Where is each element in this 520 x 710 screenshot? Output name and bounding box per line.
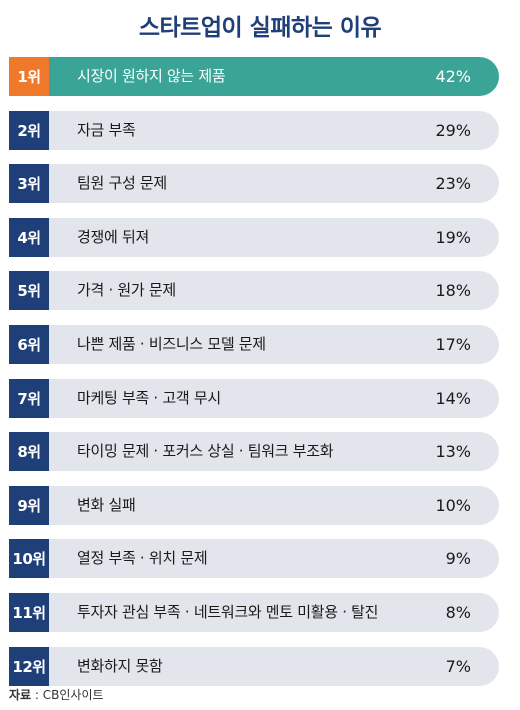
rank-badge: 4위: [9, 217, 49, 257]
value-label: 8%: [445, 603, 471, 622]
ranking-row: 8위 타이밍 문제 · 포커스 상실 · 팀워크 부조화 13%: [9, 432, 499, 472]
bar: [49, 164, 499, 204]
ranking-row: 2위 자금 부족 29%: [9, 110, 499, 150]
value-label: 14%: [435, 388, 471, 408]
bar: [49, 432, 499, 472]
rank-badge: 6위: [9, 325, 49, 364]
rank-badge: 3위: [9, 164, 49, 204]
bar: [49, 539, 499, 579]
rank-badge: 2위: [9, 110, 49, 150]
category-label: 팀원 구성 문제: [77, 174, 167, 193]
bar: [49, 110, 499, 150]
rank-badge: 11위: [9, 593, 49, 632]
value-label: 9%: [445, 549, 471, 569]
category-label: 변화 실패: [77, 495, 136, 514]
ranking-row: 11위 투자자 관심 부족 · 네트워크와 멘토 미활용 · 탈진 8%: [9, 593, 499, 632]
rank-badge: 5위: [9, 271, 49, 311]
bar: [49, 325, 499, 364]
value-label: 42%: [435, 67, 471, 86]
rank-badge: 1위: [9, 57, 49, 96]
bar: [49, 646, 499, 686]
rank-badge: 7위: [9, 378, 49, 418]
ranking-row: 3위 팀원 구성 문제 23%: [9, 164, 499, 204]
category-label: 변화하지 못함: [77, 656, 163, 675]
ranking-row: 4위 경쟁에 뒤져 19%: [9, 217, 499, 257]
rank-badge: 9위: [9, 485, 49, 525]
value-label: 29%: [435, 120, 471, 140]
bar: [49, 217, 499, 257]
bar: [49, 593, 499, 632]
category-label: 열정 부족 · 위치 문제: [77, 549, 208, 568]
value-label: 18%: [435, 281, 471, 301]
bar: [49, 485, 499, 525]
category-label: 가격 · 원가 문제: [77, 281, 176, 300]
chart-title: 스타트업이 실패하는 이유: [138, 15, 382, 41]
category-label: 마케팅 부족 · 고객 무시: [77, 388, 221, 407]
value-label: 7%: [445, 656, 471, 676]
ranking-row: 6위 나쁜 제품 · 비즈니스 모델 문제 17%: [9, 325, 499, 364]
source-label: 자료: [9, 688, 32, 702]
category-label: 경쟁에 뒤져: [77, 227, 149, 246]
value-label: 13%: [435, 442, 471, 462]
source-separator: :: [31, 688, 43, 702]
category-label: 자금 부족: [77, 120, 136, 139]
ranking-row: 10위 열정 부족 · 위치 문제 9%: [9, 539, 499, 579]
bar: [49, 378, 499, 418]
value-label: 10%: [435, 495, 471, 515]
source-text: CB인사이트: [42, 688, 104, 702]
category-label: 타이밍 문제 · 포커스 상실 · 팀워크 부조화: [77, 442, 334, 461]
category-label: 투자자 관심 부족 · 네트워크와 멘토 미활용 · 탈진: [77, 603, 379, 621]
ranking-row: 5위 가격 · 원가 문제 18%: [9, 271, 499, 311]
value-label: 23%: [435, 174, 471, 194]
bar: [49, 57, 499, 96]
ranking-row: 7위 마케팅 부족 · 고객 무시 14%: [9, 378, 499, 418]
value-label: 17%: [435, 335, 471, 354]
category-label: 시장이 원하지 않는 제품: [77, 67, 226, 85]
ranking-row: 9위 변화 실패 10%: [9, 485, 499, 525]
value-label: 19%: [435, 227, 471, 247]
bar: [49, 271, 499, 311]
rank-badge: 8위: [9, 432, 49, 472]
rank-badge: 10위: [9, 539, 49, 579]
ranking-row: 1위 시장이 원하지 않는 제품 42%: [9, 57, 499, 96]
category-label: 나쁜 제품 · 비즈니스 모델 문제: [77, 335, 266, 353]
source-note: 자료 : CB인사이트: [9, 686, 104, 703]
ranking-row: 12위 변화하지 못함 7%: [9, 646, 499, 686]
rank-badge: 12위: [9, 646, 49, 686]
